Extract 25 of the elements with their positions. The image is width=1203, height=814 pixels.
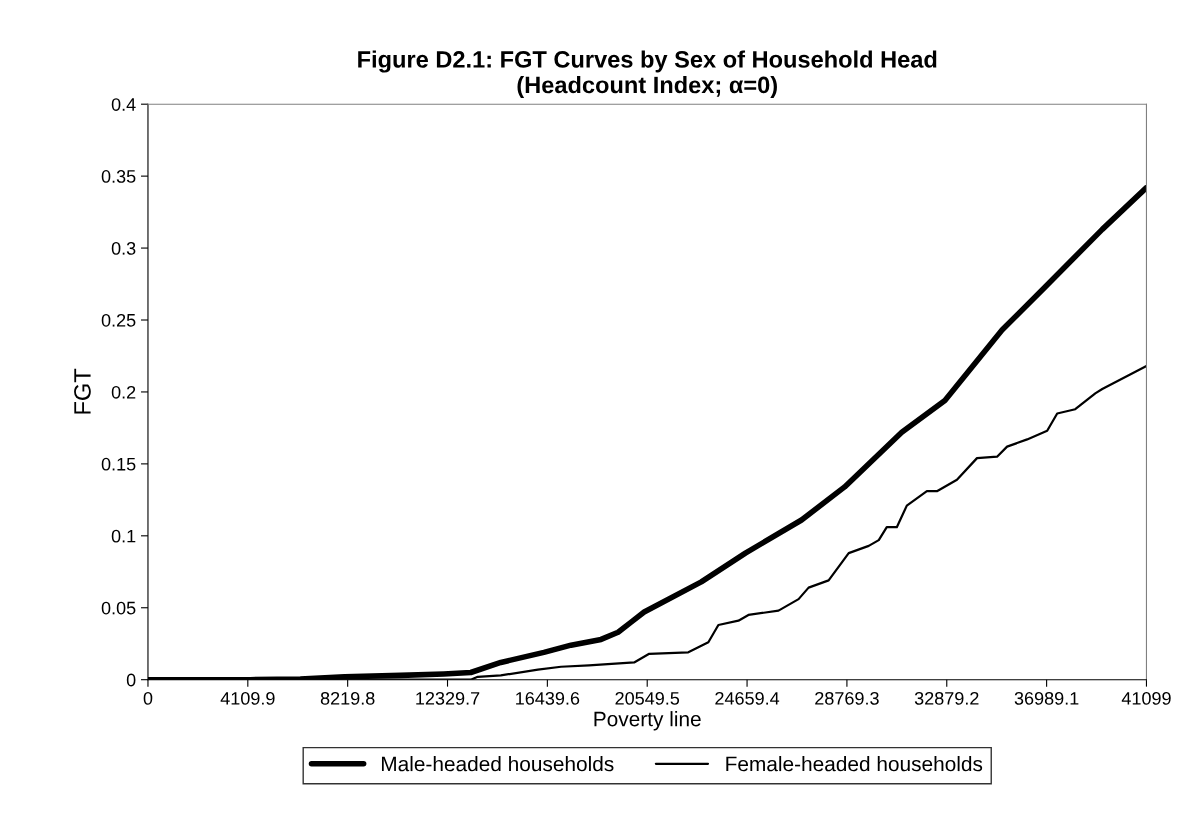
y-tick-label: 0.15 [101, 457, 136, 471]
y-tick-label: 0.35 [101, 170, 136, 183]
y-tick-label: 0.25 [101, 313, 136, 327]
y-tick-label: 0 [126, 673, 136, 687]
y-tick-label: 0.3 [111, 242, 136, 255]
x-tick-label: 32879.2 [914, 691, 979, 705]
legend-label: Female-headed households [726, 755, 983, 772]
x-tick-label: 16439.6 [516, 691, 580, 705]
x-tick-label: 20549.5 [615, 691, 680, 705]
x-tick-label: 41099 [1121, 691, 1171, 705]
x-tick-label: 4109.9 [220, 691, 275, 705]
x-tick-label: 0 [143, 691, 153, 705]
x-tick-label: 28769.3 [815, 691, 879, 705]
y-tick-label: 0.05 [101, 601, 136, 615]
y-tick-label: 0.4 [111, 98, 136, 111]
chart-title: Figure D2.1: FGT Curves by Sex of Household Head (Headcount Index; α=0) [358, 50, 937, 98]
x-tick-label: 12329.7 [416, 691, 480, 705]
y-tick-label: 0.1 [111, 529, 136, 543]
legend-label: Male-headed households [381, 755, 614, 772]
x-tick-label: 8219.8 [320, 691, 375, 705]
y-axis-title: FGT [74, 368, 91, 414]
x-tick-label: 36989.1 [1014, 691, 1079, 705]
x-tick-label: 24659.4 [715, 691, 780, 705]
x-axis-title: Poverty line [594, 711, 701, 731]
y-tick-label: 0.2 [111, 385, 136, 399]
